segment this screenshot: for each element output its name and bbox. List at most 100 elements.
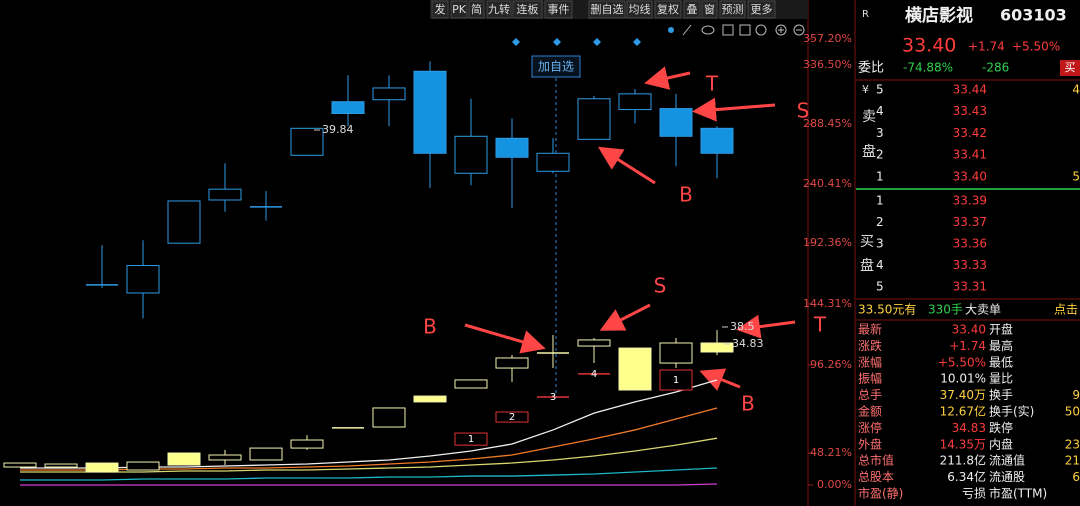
- toolbar-button[interactable]: [719, 0, 746, 19]
- toolbar-button[interactable]: [512, 0, 543, 19]
- candle-body: [700, 127, 734, 154]
- annotation: S: [797, 99, 810, 123]
- book-price: 33.37: [953, 215, 987, 229]
- price-label: 39.84: [322, 123, 354, 136]
- ma-line: [20, 467, 718, 481]
- stat-value: 23: [1065, 437, 1080, 451]
- toolbar-button[interactable]: [654, 0, 682, 19]
- stat-value: +5.50%: [938, 355, 986, 369]
- stat-label: 外盘: [858, 436, 882, 451]
- price-label: 34.83: [732, 337, 764, 350]
- candle-body: [536, 152, 570, 172]
- candle-label: 2: [509, 412, 515, 423]
- candle-body: [167, 200, 201, 244]
- toolbar-label: 预测: [722, 3, 744, 16]
- big-order: 大卖单: [965, 303, 1001, 317]
- weibi: -74.88%: [903, 61, 953, 75]
- toolbar-label: 均线: [629, 2, 651, 16]
- candle-body: [290, 439, 324, 449]
- flag: R: [862, 9, 869, 20]
- stat-value: 14.35万: [940, 437, 986, 451]
- candle-body: [577, 98, 611, 140]
- toolbar-label: 窗: [704, 2, 715, 16]
- annotation: B: [423, 315, 437, 339]
- book-side: 盘: [860, 257, 874, 274]
- toolbar-button[interactable]: [468, 0, 485, 19]
- stat-label: 市盈(TTM): [989, 486, 1047, 501]
- toolbar-button[interactable]: [626, 0, 653, 19]
- candle-label: 3: [550, 392, 556, 403]
- stat-label: 流通股: [989, 470, 1025, 484]
- candle-body: [495, 357, 529, 369]
- book-price: 33.33: [953, 258, 987, 272]
- candle-body: [126, 265, 160, 294]
- toolbar-button[interactable]: [450, 0, 468, 19]
- weibi-label: 委比: [858, 61, 884, 76]
- book-level: 1: [876, 169, 884, 183]
- stat-value: 21: [1065, 454, 1080, 468]
- candle-body: [618, 347, 652, 391]
- toolbar-button[interactable]: [544, 0, 573, 19]
- book-level: 5: [876, 280, 884, 294]
- book-level: 2: [876, 215, 884, 229]
- stat-value: 9: [1072, 388, 1080, 402]
- book-side: 买: [860, 234, 874, 250]
- candle-body: [44, 463, 78, 468]
- toolbar-label: 九转: [488, 2, 510, 16]
- toolbar-button[interactable]: [588, 0, 626, 19]
- y-tick-label: 96.26%: [810, 358, 852, 371]
- y-tick-label: 336.50%: [803, 58, 852, 71]
- stat-value: 亏损: [962, 487, 986, 501]
- stat-label: 涨停: [858, 420, 882, 435]
- buy-button-label: 买: [1065, 61, 1076, 74]
- stat-value: 12.67亿: [940, 404, 986, 419]
- candle-body: [3, 462, 37, 468]
- stat-label: 市盈(静): [858, 486, 903, 501]
- stock-name: 横店影视: [905, 5, 973, 26]
- ma-line: [20, 483, 718, 486]
- stat-label: 开盘: [989, 322, 1013, 337]
- book-side: 卖: [862, 109, 876, 125]
- candle-body: [249, 447, 283, 461]
- stat-value: 50: [1065, 405, 1080, 419]
- book-price: 33.42: [953, 126, 987, 140]
- toolbar-button[interactable]: [486, 0, 512, 19]
- toolbar-label: 复权: [657, 2, 679, 16]
- diamonds: [512, 38, 641, 46]
- ma-line: [20, 437, 718, 473]
- candle-label: 4: [591, 369, 597, 380]
- candle-body: [413, 395, 447, 403]
- candle-body: [85, 462, 119, 473]
- stat-value: 6: [1072, 470, 1080, 484]
- stat-label: 振幅: [858, 371, 882, 386]
- toolbar-button[interactable]: [747, 0, 776, 19]
- stat-label: 金额: [858, 404, 882, 419]
- toolbar-button[interactable]: [683, 0, 701, 19]
- stat-label: 换手: [989, 388, 1013, 402]
- toolbar-button[interactable]: [701, 0, 718, 19]
- book-level: 3: [876, 237, 884, 251]
- annotation: B: [679, 183, 693, 207]
- book-level: 4: [876, 104, 884, 118]
- toolbar-label: 更多: [751, 2, 773, 16]
- candle-body: [700, 342, 734, 353]
- candle-body: [454, 432, 488, 446]
- book-level: 1: [876, 194, 884, 208]
- stat-label: 总手: [858, 388, 882, 402]
- annotation: S: [654, 274, 667, 298]
- candle-body: [454, 135, 488, 174]
- book-price: 33.39: [953, 194, 987, 208]
- change-pct: +5.50%: [1012, 40, 1060, 54]
- y-tick-label: 0.00%: [817, 478, 852, 491]
- candle-body: [659, 342, 693, 364]
- candle-body: [290, 127, 324, 156]
- buy-button[interactable]: [1060, 60, 1080, 76]
- candle-body: [372, 87, 406, 101]
- toolbar-button[interactable]: [431, 0, 449, 19]
- stat-value: 33.40: [952, 323, 986, 337]
- annotation-arrows: [464, 66, 796, 391]
- crosshair-box[interactable]: [531, 55, 581, 78]
- big-order: 33.50元有: [858, 303, 916, 317]
